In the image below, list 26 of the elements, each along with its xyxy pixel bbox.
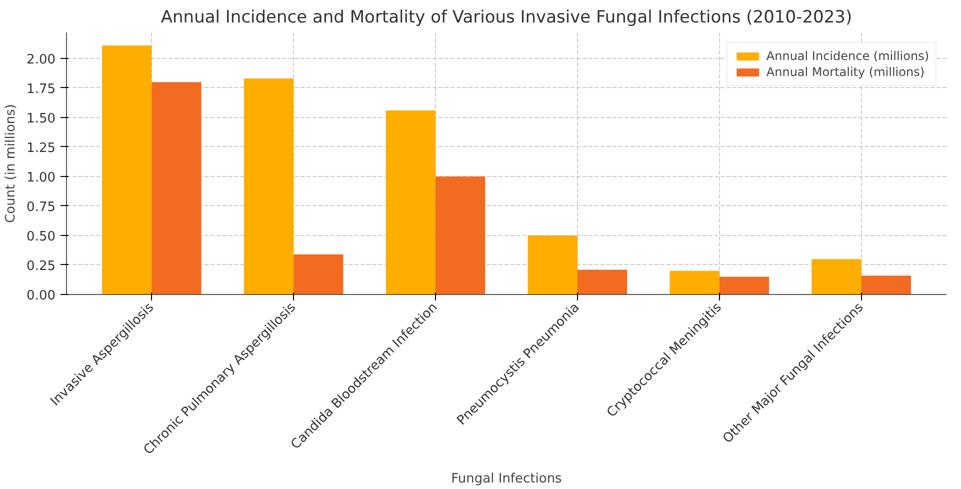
bar — [719, 276, 770, 294]
y-tick-label: 0.50 — [26, 229, 56, 244]
bar — [670, 270, 720, 294]
bar — [386, 110, 436, 294]
y-axis-title: Count (in millions) — [4, 104, 19, 223]
bar — [861, 276, 912, 294]
bar — [294, 254, 344, 294]
y-tick-label: 1.25 — [26, 140, 56, 156]
legend-label: Annual Incidence (millions) — [766, 49, 929, 63]
bar — [436, 176, 486, 294]
y-tick-label: 1.75 — [26, 82, 56, 97]
x-axis-title: Fungal Infections — [451, 471, 562, 486]
bar — [812, 259, 862, 294]
chart-title: Annual Incidence and Mortality of Various Invasive Fungal Infections (2010-2023) — [160, 8, 852, 28]
bar — [244, 78, 294, 294]
y-tick-label: 0.25 — [26, 258, 56, 274]
bar — [152, 82, 202, 294]
bar — [528, 235, 578, 294]
y-tick-label: 0.00 — [26, 288, 56, 304]
y-tick-label: 1.50 — [26, 111, 56, 126]
y-tick-label: 2.00 — [26, 52, 56, 68]
bar — [577, 270, 628, 294]
y-tick-label: 1.00 — [26, 170, 56, 186]
y-tick-label: 0.75 — [26, 200, 56, 215]
legend-label: Annual Mortality (millions) — [766, 65, 924, 79]
bar — [102, 45, 152, 294]
